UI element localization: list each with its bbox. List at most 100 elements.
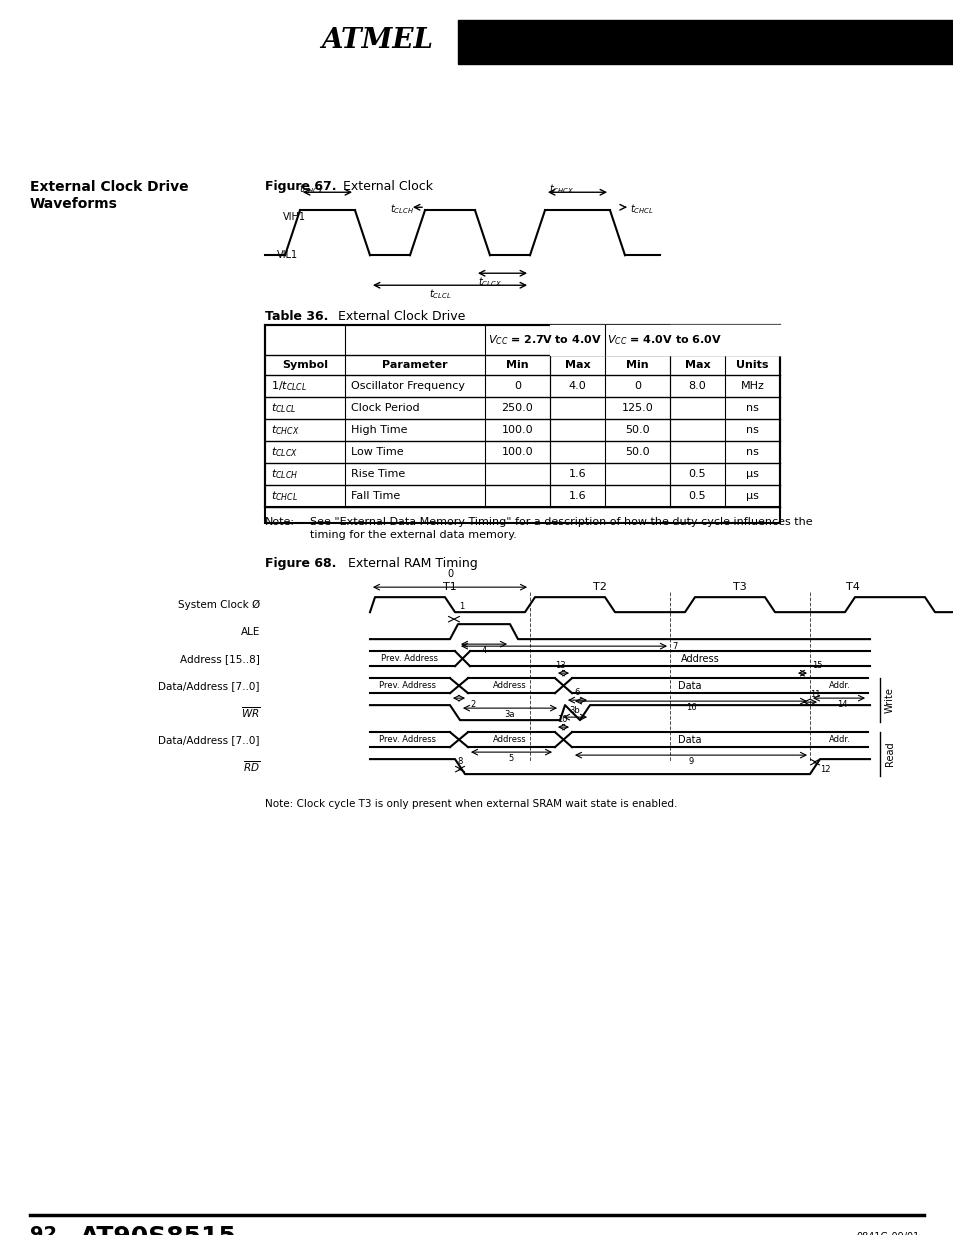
Text: Address: Address	[493, 735, 526, 745]
Text: Figure 67.: Figure 67.	[265, 180, 336, 193]
Text: Symbol: Symbol	[282, 361, 328, 370]
Text: Read: Read	[884, 742, 894, 767]
Text: 6: 6	[574, 688, 579, 697]
Text: External Clock Drive: External Clock Drive	[30, 180, 189, 194]
Text: T1: T1	[442, 582, 456, 592]
Text: 13: 13	[554, 661, 565, 671]
Text: $t_{CHCL}$: $t_{CHCL}$	[629, 203, 653, 216]
Bar	[265, 325, 780, 524]
Text: Min: Min	[506, 361, 528, 370]
Text: $t_{CLCH}$: $t_{CLCH}$	[390, 203, 414, 216]
Text: 9: 9	[688, 757, 693, 766]
Text: timing for the external data memory.: timing for the external data memory.	[310, 530, 517, 540]
Text: T3: T3	[732, 582, 746, 592]
Text: $V_{CC}$ = 2.7V to 4.0V: $V_{CC}$ = 2.7V to 4.0V	[488, 333, 601, 347]
Text: Prev. Address: Prev. Address	[379, 682, 436, 690]
Text: Address [15..8]: Address [15..8]	[180, 653, 260, 663]
Text: 92: 92	[30, 1225, 57, 1235]
Text: Waveforms: Waveforms	[30, 198, 118, 211]
Text: Max: Max	[684, 361, 710, 370]
Text: 0841G-09/01: 0841G-09/01	[856, 1233, 919, 1235]
Text: VIH1: VIH1	[283, 212, 306, 222]
Text: 8.0: 8.0	[688, 382, 705, 391]
Text: AT90S8515: AT90S8515	[80, 1225, 236, 1235]
Text: 100.0: 100.0	[501, 425, 533, 435]
Text: Data: Data	[678, 680, 701, 690]
Text: External Clock: External Clock	[335, 180, 433, 193]
Text: 50.0: 50.0	[624, 425, 649, 435]
Text: 50.0: 50.0	[624, 447, 649, 457]
Text: ATMEL: ATMEL	[320, 27, 433, 53]
Text: MHz: MHz	[740, 382, 763, 391]
Text: 1.6: 1.6	[568, 492, 586, 501]
Text: Units: Units	[736, 361, 768, 370]
Text: VIL1: VIL1	[276, 251, 297, 261]
Text: ns: ns	[745, 447, 759, 457]
Text: 0.5: 0.5	[688, 469, 705, 479]
Text: Address: Address	[679, 653, 719, 663]
Text: 4.0: 4.0	[568, 382, 586, 391]
Text: µs: µs	[745, 492, 759, 501]
Text: 250.0: 250.0	[501, 403, 533, 414]
Text: $t_{CLCL}$: $t_{CLCL}$	[428, 288, 451, 301]
Bar	[457, 20, 953, 64]
Text: T4: T4	[844, 582, 859, 592]
Text: 3b: 3b	[569, 706, 579, 715]
Text: Prev. Address: Prev. Address	[381, 655, 438, 663]
Text: 0.5: 0.5	[688, 492, 705, 501]
Text: 3a: 3a	[504, 710, 515, 719]
Text: $t_{CHCX}$: $t_{CHCX}$	[299, 183, 324, 196]
Text: External Clock Drive: External Clock Drive	[330, 310, 465, 324]
Text: Prev. Address: Prev. Address	[379, 735, 436, 745]
Text: 2: 2	[470, 700, 475, 709]
Text: Rise Time: Rise Time	[351, 469, 405, 479]
Text: High Time: High Time	[351, 425, 407, 435]
Text: Figure 68.: Figure 68.	[265, 557, 336, 571]
Text: $1/t_{CLCL}$: $1/t_{CLCL}$	[271, 379, 307, 393]
Text: Data/Address [7..0]: Data/Address [7..0]	[158, 735, 260, 745]
Text: $\overline{WR}$: $\overline{WR}$	[240, 705, 260, 720]
Text: Oscillator Frequency: Oscillator Frequency	[351, 382, 464, 391]
Text: Parameter: Parameter	[382, 361, 447, 370]
Text: System Clock Ø: System Clock Ø	[177, 599, 260, 610]
Text: Table 36.: Table 36.	[265, 310, 328, 324]
Text: 1.6: 1.6	[568, 469, 586, 479]
Text: $t_{CLCX}$: $t_{CLCX}$	[477, 275, 501, 289]
Text: $t_{CLCX}$: $t_{CLCX}$	[271, 446, 297, 459]
Text: $t_{CHCL}$: $t_{CHCL}$	[271, 489, 297, 503]
Text: 14: 14	[836, 700, 846, 709]
Text: $V_{CC}$ = 4.0V to 6.0V: $V_{CC}$ = 4.0V to 6.0V	[607, 333, 721, 347]
Text: 5: 5	[508, 755, 514, 763]
Text: 10: 10	[557, 715, 567, 724]
Text: Write: Write	[884, 687, 894, 713]
Text: $t_{CHCX}$: $t_{CHCX}$	[271, 424, 299, 437]
Text: Fall Time: Fall Time	[351, 492, 400, 501]
Text: Note:: Note:	[265, 517, 294, 527]
Text: 125.0: 125.0	[621, 403, 653, 414]
Text: 15: 15	[811, 661, 821, 671]
Text: ns: ns	[745, 425, 759, 435]
Text: T2: T2	[593, 582, 606, 592]
Text: Address: Address	[493, 682, 526, 690]
Bar	[550, 325, 953, 356]
Text: µs: µs	[745, 469, 759, 479]
Text: Low Time: Low Time	[351, 447, 403, 457]
Text: Addr.: Addr.	[828, 735, 850, 745]
Text: Min: Min	[625, 361, 648, 370]
Text: Addr.: Addr.	[828, 682, 850, 690]
Text: Data: Data	[678, 735, 701, 745]
Text: $t_{CLCH}$: $t_{CLCH}$	[271, 467, 298, 482]
Text: ns: ns	[745, 403, 759, 414]
Text: 1: 1	[458, 603, 464, 611]
Text: Data/Address [7..0]: Data/Address [7..0]	[158, 680, 260, 690]
Text: ALE: ALE	[240, 626, 260, 637]
Text: Clock Period: Clock Period	[351, 403, 419, 414]
Text: 0: 0	[514, 382, 520, 391]
Text: 0: 0	[446, 569, 453, 579]
Text: 16: 16	[685, 703, 696, 713]
Text: Note: Clock cycle T3 is only present when external SRAM wait state is enabled.: Note: Clock cycle T3 is only present whe…	[265, 799, 677, 809]
Text: 0: 0	[634, 382, 640, 391]
Text: See "External Data Memory Timing" for a description of how the duty cycle influe: See "External Data Memory Timing" for a …	[310, 517, 812, 527]
Text: $t_{CHCX}$: $t_{CHCX}$	[549, 183, 574, 196]
Text: $\overline{RD}$: $\overline{RD}$	[243, 760, 260, 774]
